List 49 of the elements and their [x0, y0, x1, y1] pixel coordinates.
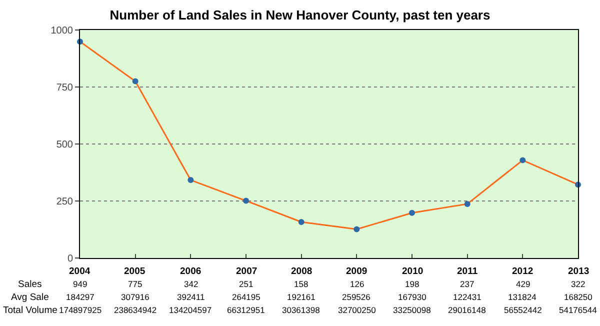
- data-label: 322: [571, 279, 586, 289]
- text: 392411: [177, 292, 206, 302]
- text: 56552442: [504, 305, 542, 315]
- data-label: 342: [184, 279, 198, 289]
- text: Total Volume: [3, 305, 58, 316]
- x-tick-label: 2013: [568, 266, 590, 277]
- text: 30361398: [282, 305, 320, 315]
- text: 32700250: [338, 305, 376, 315]
- x-tick-label: 2010: [402, 266, 424, 277]
- y-tick-label: 1000: [50, 26, 74, 36]
- text: 54176544: [559, 305, 598, 315]
- data-label: 949: [73, 279, 88, 289]
- data-label: 429: [516, 279, 530, 289]
- x-tick-label: 2011: [457, 266, 478, 277]
- text: Sales: [18, 279, 42, 290]
- y-tick-label: 750: [56, 82, 74, 94]
- text: 29016148: [448, 305, 486, 315]
- x-tick-label: 2004: [69, 266, 91, 277]
- data-label: 237: [460, 279, 474, 289]
- text: 131824: [508, 292, 537, 302]
- text: 259526: [342, 292, 371, 302]
- text: 66312951: [227, 305, 266, 315]
- x-tick-label: 2006: [180, 266, 202, 277]
- data-label: 198: [405, 279, 420, 289]
- text: Avg Sale: [11, 292, 49, 303]
- text: 168250: [564, 292, 593, 302]
- text: 167930: [398, 292, 427, 302]
- chart-title: Number of Land Sales in New Hanover County, past ten years: [110, 8, 490, 23]
- data-label: 775: [128, 279, 142, 289]
- y-tick-label: 250: [56, 196, 74, 208]
- text: 174897925: [59, 305, 102, 315]
- text: 238634942: [114, 305, 157, 315]
- x-tick-label: 2005: [124, 266, 146, 277]
- data-label: 251: [239, 279, 254, 289]
- data-label: 126: [350, 279, 364, 289]
- text: 264195: [232, 292, 261, 302]
- text: 122431: [453, 292, 482, 302]
- text: 184297: [66, 292, 95, 302]
- x-tick-label: 2009: [346, 266, 368, 277]
- x-tick-label: 2007: [236, 266, 258, 277]
- y-tick-label: 500: [56, 140, 74, 150]
- text: 33250098: [393, 305, 432, 315]
- text: 307916: [121, 292, 150, 302]
- x-tick-label: 2012: [512, 266, 534, 277]
- text: 192161: [287, 292, 316, 302]
- data-label: 158: [294, 279, 308, 289]
- x-tick-label: 2008: [291, 266, 312, 277]
- text: 134204597: [169, 305, 212, 315]
- y-tick-label: 0: [67, 254, 74, 264]
